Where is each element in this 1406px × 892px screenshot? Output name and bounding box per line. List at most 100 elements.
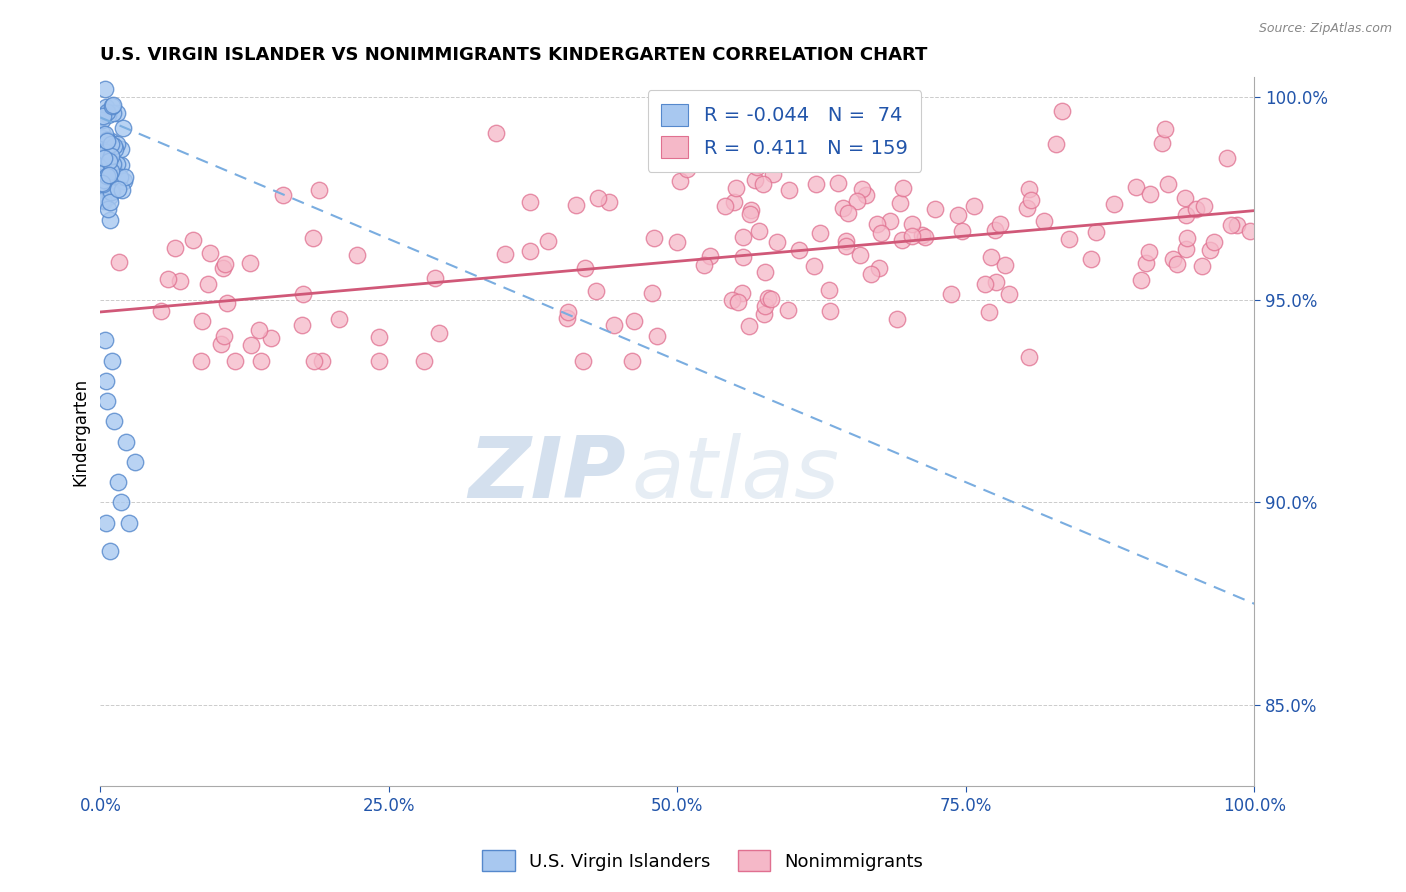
Point [731,285,754,300]
Point [97,154,120,169]
Point [1018,181,1040,195]
Point [901,217,924,231]
Point [901,229,924,244]
Point [96,134,118,148]
Point [97,168,120,182]
Point [574,261,596,276]
Point [273,187,295,202]
Point [668,173,690,187]
Point [748,224,770,238]
Point [1175,208,1198,222]
Point [328,311,350,326]
Point [304,353,326,368]
Point [804,177,827,191]
Point [665,235,688,249]
Point [94,127,117,141]
Point [818,304,841,318]
Point [100,185,122,199]
Point [818,283,841,297]
Point [103,157,125,171]
Point [1199,243,1222,257]
Point [924,202,946,216]
Point [97,202,120,216]
Point [851,182,873,196]
Point [100,136,122,151]
Point [1057,232,1080,246]
Point [859,267,882,281]
Point [1166,257,1188,271]
Point [740,207,762,221]
Point [1130,273,1153,287]
Point [101,184,124,198]
Point [744,172,766,186]
Point [260,331,283,345]
Point [94,152,117,166]
Point [827,176,849,190]
Point [778,303,800,318]
Point [240,338,263,352]
Point [519,195,541,210]
Point [994,258,1017,272]
Point [103,164,125,178]
Y-axis label: Kindergarten: Kindergarten [72,377,89,485]
Point [157,272,180,286]
Point [1033,214,1056,228]
Point [834,239,856,253]
Point [91,177,114,191]
Point [423,271,446,285]
Point [96,161,118,176]
Point [97,145,120,159]
Point [96,133,118,147]
Point [96,394,118,409]
Point [803,260,825,274]
Point [94,334,117,348]
Point [346,247,368,261]
Point [101,353,124,368]
Point [291,318,314,332]
Point [100,164,122,178]
Point [832,201,855,215]
Point [766,235,789,250]
Point [100,212,122,227]
Point [96,169,118,183]
Point [149,304,172,318]
Point [110,495,132,509]
Point [367,353,389,368]
Point [731,230,754,244]
Point [1104,196,1126,211]
Point [675,161,697,176]
Point [911,227,934,242]
Point [787,243,810,257]
Point [849,248,872,262]
Point [891,233,914,247]
Point [1202,235,1225,249]
Point [519,244,541,259]
Point [114,169,136,184]
Point [870,226,893,240]
Point [94,82,117,96]
Point [623,314,645,328]
Point [90,126,112,140]
Point [250,353,273,368]
Point [308,183,330,197]
Point [946,209,969,223]
Point [754,264,776,278]
Text: U.S. VIRGIN ISLANDER VS NONIMMIGRANTS KINDERGARTEN CORRELATION CHART: U.S. VIRGIN ISLANDER VS NONIMMIGRANTS KI… [100,46,928,64]
Point [90,131,112,145]
Point [714,199,737,213]
Point [808,226,831,240]
Point [835,235,858,249]
Point [621,353,644,368]
Point [96,133,118,147]
Point [1080,252,1102,267]
Point [845,194,868,208]
Point [118,516,141,530]
Point [950,224,973,238]
Point [1220,218,1243,232]
Point [103,139,125,153]
Point [311,353,333,368]
Point [484,126,506,140]
Point [98,189,121,203]
Point [96,143,118,157]
Point [110,142,132,156]
